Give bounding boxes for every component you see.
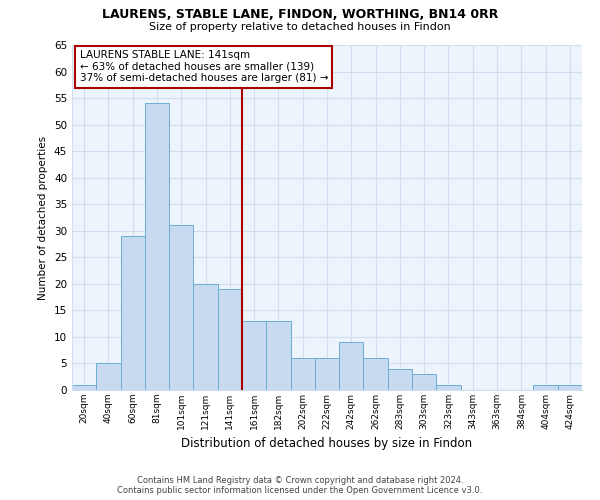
- Bar: [121, 236, 145, 390]
- Text: LAURENS STABLE LANE: 141sqm
← 63% of detached houses are smaller (139)
37% of se: LAURENS STABLE LANE: 141sqm ← 63% of det…: [80, 50, 328, 84]
- Bar: [242, 321, 266, 390]
- Bar: [266, 321, 290, 390]
- Bar: [412, 374, 436, 390]
- Bar: [96, 364, 121, 390]
- Text: Size of property relative to detached houses in Findon: Size of property relative to detached ho…: [149, 22, 451, 32]
- Text: Contains HM Land Registry data © Crown copyright and database right 2024.
Contai: Contains HM Land Registry data © Crown c…: [118, 476, 482, 495]
- X-axis label: Distribution of detached houses by size in Findon: Distribution of detached houses by size …: [181, 438, 473, 450]
- Bar: [218, 289, 242, 390]
- Bar: [436, 384, 461, 390]
- Bar: [339, 342, 364, 390]
- Bar: [72, 384, 96, 390]
- Bar: [315, 358, 339, 390]
- Bar: [290, 358, 315, 390]
- Y-axis label: Number of detached properties: Number of detached properties: [38, 136, 49, 300]
- Bar: [558, 384, 582, 390]
- Bar: [388, 369, 412, 390]
- Bar: [364, 358, 388, 390]
- Bar: [169, 226, 193, 390]
- Text: LAURENS, STABLE LANE, FINDON, WORTHING, BN14 0RR: LAURENS, STABLE LANE, FINDON, WORTHING, …: [102, 8, 498, 20]
- Bar: [145, 104, 169, 390]
- Bar: [533, 384, 558, 390]
- Bar: [193, 284, 218, 390]
